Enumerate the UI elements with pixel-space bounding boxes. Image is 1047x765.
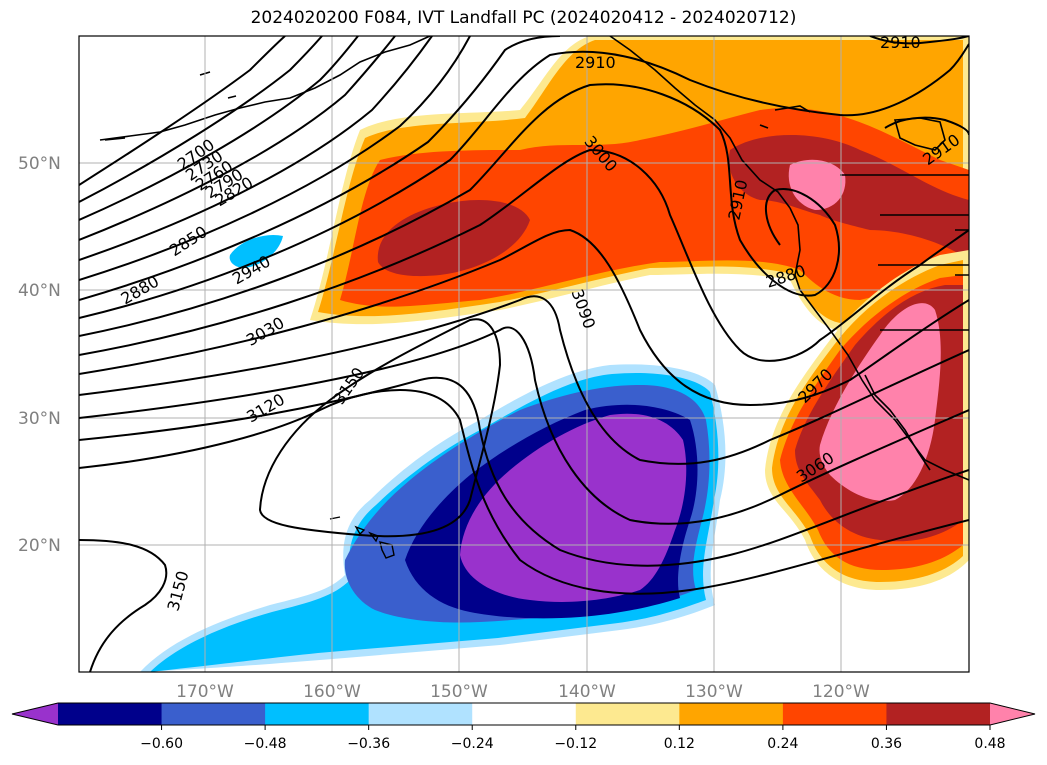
colorbar-tick-label: 0.48 bbox=[974, 736, 1005, 752]
colorbar-segment bbox=[265, 703, 370, 725]
lon-label-170w: 170°W bbox=[176, 682, 234, 702]
lon-label-140w: 140°W bbox=[558, 682, 616, 702]
filled-ivt-field: 2700 2730 2760 2790 2820 2850 2880 2940 … bbox=[79, 33, 969, 672]
positive-core-firebrick-north bbox=[729, 135, 969, 260]
colorbar: −0.60 −0.48 −0.36 −0.24 −0.12 0.12 0.24 0.36 0.4… bbox=[11, 702, 1036, 752]
contour-label: 2910 bbox=[880, 33, 921, 52]
colorbar-tick-label: −0.24 bbox=[451, 736, 494, 752]
colorbar-segment bbox=[575, 703, 680, 725]
contour-label: 2910 bbox=[575, 53, 616, 72]
lon-label-150w: 150°W bbox=[430, 682, 488, 702]
height-contours bbox=[79, 36, 969, 672]
colorbar-segment bbox=[161, 703, 266, 725]
colorbar-segment bbox=[472, 703, 577, 725]
colorbar-tick-label: 0.36 bbox=[871, 736, 902, 752]
colorbar-ticks: −0.60 −0.48 −0.36 −0.24 −0.12 0.12 0.24 0.36 0.4… bbox=[140, 725, 1006, 752]
map-title: 2024020200 F084, IVT Landfall PC (202402… bbox=[250, 8, 797, 28]
colorbar-segment bbox=[679, 703, 784, 725]
colorbar-tick-label: −0.36 bbox=[347, 736, 390, 752]
colorbar-tick-label: −0.60 bbox=[140, 736, 183, 752]
colorbar-over-arrow bbox=[990, 703, 1035, 725]
colorbar-tick-label: −0.12 bbox=[554, 736, 597, 752]
map-frame bbox=[78, 35, 970, 673]
positive-core-pink-north bbox=[788, 159, 846, 210]
lat-label-20n: 20°N bbox=[18, 536, 61, 556]
lat-label-50n: 50°N bbox=[18, 154, 61, 174]
colorbar-tick-label: 0.12 bbox=[664, 736, 695, 752]
lat-label-40n: 40°N bbox=[18, 281, 61, 301]
colorbar-tick-label: −0.48 bbox=[244, 736, 287, 752]
lon-label-130w: 130°W bbox=[685, 682, 743, 702]
colorbar-segment bbox=[368, 703, 473, 725]
negative-blob-small bbox=[229, 234, 283, 268]
colorbar-segments bbox=[58, 703, 991, 725]
lon-label-160w: 160°W bbox=[303, 682, 361, 702]
colorbar-segment bbox=[886, 703, 991, 725]
lat-label-30n: 30°N bbox=[18, 409, 61, 429]
graticule bbox=[79, 36, 969, 672]
positive-core-pink-se bbox=[819, 303, 941, 501]
colorbar-segment bbox=[58, 703, 163, 725]
colorbar-under-arrow bbox=[12, 703, 58, 725]
colorbar-tick-label: 0.24 bbox=[767, 736, 798, 752]
colorbar-segment bbox=[782, 703, 887, 725]
lon-label-120w: 120°W bbox=[812, 682, 870, 702]
